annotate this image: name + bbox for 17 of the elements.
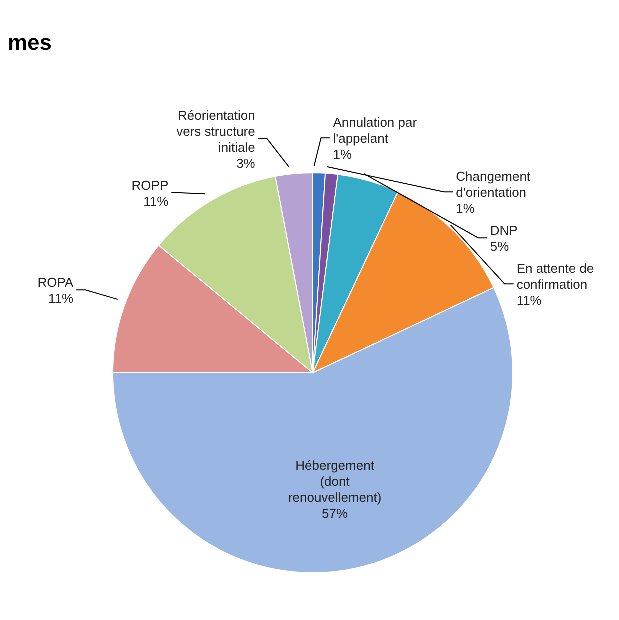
slice-label: Annulation par l'appelant (333, 114, 418, 146)
slice-label: Hébergement (dont renouvellement) (288, 458, 382, 505)
data-label: 57% (322, 506, 348, 521)
data-label: 1% (333, 146, 352, 162)
slice-label: Changement d'orientation (456, 168, 531, 200)
chart-title: mes (8, 30, 52, 56)
slice-label: DNP (490, 222, 518, 238)
slice-label: ROPA (38, 274, 74, 290)
data-label: 3% (236, 156, 256, 171)
data-label: 11% (144, 194, 170, 209)
slice-label: Réorientation vers structure initiale (176, 108, 256, 155)
data-label: 11% (516, 292, 542, 308)
slice-label: ROPP (132, 178, 169, 193)
data-label: 1% (456, 200, 476, 216)
data-label: 11% (48, 290, 74, 306)
slice-label: En attente de confirmation (516, 260, 594, 292)
data-label: 5% (490, 238, 510, 254)
